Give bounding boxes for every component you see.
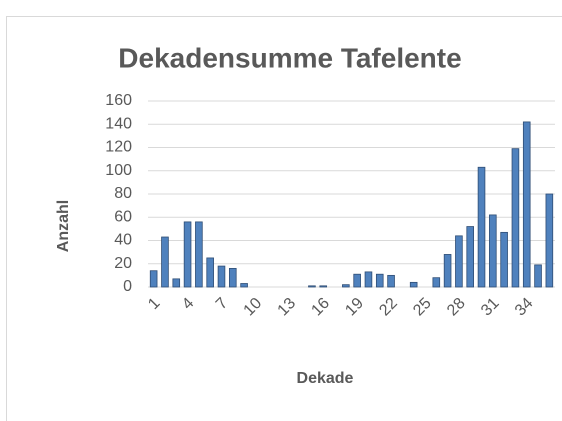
bar — [477, 166, 486, 288]
y-tick-label: 40 — [114, 232, 132, 249]
bar — [149, 270, 158, 288]
chart-title: Dekadensumme Tafelente — [118, 42, 461, 73]
y-tick-label: 100 — [105, 162, 132, 179]
chart-border — [6, 16, 562, 421]
bar — [342, 284, 350, 288]
bar — [308, 285, 316, 288]
bar — [387, 274, 395, 288]
y-axis-label: Anzahl — [55, 200, 72, 252]
bar — [364, 271, 373, 288]
y-tick-label: 80 — [114, 185, 132, 202]
bar — [466, 226, 475, 288]
y-tick-label: 0 — [123, 278, 132, 295]
y-tick-label: 20 — [114, 255, 132, 272]
bar — [432, 277, 441, 288]
bar — [443, 254, 452, 288]
bar — [183, 221, 192, 288]
bar — [534, 264, 542, 288]
bar — [500, 231, 508, 288]
bar — [522, 121, 531, 288]
y-tick-label: 60 — [114, 208, 132, 225]
bar — [353, 273, 361, 288]
bar — [455, 235, 463, 288]
bar — [172, 278, 181, 288]
bar — [489, 214, 497, 288]
bar — [240, 283, 248, 288]
y-tick-label: 160 — [105, 92, 132, 109]
bar — [545, 193, 554, 288]
bar — [375, 273, 384, 288]
bar — [161, 236, 169, 288]
bar — [228, 267, 237, 288]
y-tick-label: 120 — [105, 139, 132, 156]
x-axis-label: Dekade — [297, 370, 354, 387]
bar — [206, 257, 214, 288]
bar — [195, 221, 203, 288]
bar — [511, 148, 520, 288]
bar — [409, 281, 418, 288]
bar — [217, 265, 226, 288]
y-tick-label: 140 — [105, 115, 132, 132]
bar — [319, 285, 328, 288]
